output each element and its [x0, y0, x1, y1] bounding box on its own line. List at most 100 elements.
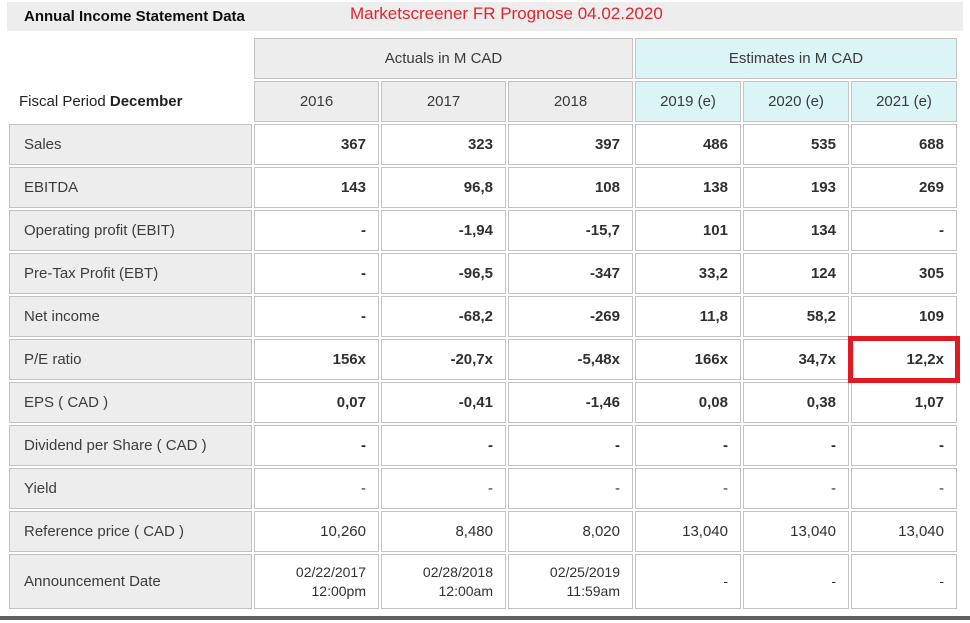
- value-cell: -15,7: [508, 210, 633, 251]
- col-head-2019e: 2019 (e): [635, 81, 741, 122]
- value-cell: 02/28/2018 12:00am: [381, 554, 506, 609]
- fiscal-period-label: Fiscal Period December: [9, 81, 252, 122]
- value-cell: 13,040: [851, 511, 957, 552]
- value-cell: 305: [851, 253, 957, 294]
- value-cell: 124: [743, 253, 849, 294]
- bottom-divider-bar: [0, 616, 970, 620]
- value-cell: -96,5: [381, 253, 506, 294]
- value-cell: -0,41: [381, 382, 506, 423]
- table-row: Yield - - - - - -: [9, 468, 957, 509]
- col-head-2021e: 2021 (e): [851, 81, 957, 122]
- table-row: Announcement Date 02/22/2017 12:00pm 02/28…: [9, 554, 957, 609]
- value-cell: -: [851, 425, 957, 466]
- value-cell: -269: [508, 296, 633, 337]
- value-cell: -: [508, 468, 633, 509]
- value-cell: -: [381, 425, 506, 466]
- value-cell: 143: [254, 167, 379, 208]
- value-cell: -: [635, 425, 741, 466]
- table-row: Net income - -68,2 -269 11,8 58,2 109: [9, 296, 957, 337]
- value-cell: 1,07: [851, 382, 957, 423]
- value-cell: 0,07: [254, 382, 379, 423]
- value-cell: -20,7x: [381, 339, 506, 380]
- corner-blank: [9, 38, 252, 79]
- value-cell: 96,8: [381, 167, 506, 208]
- table-row: EPS ( CAD ) 0,07 -0,41 -1,46 0,08 0,38 1,07: [9, 382, 957, 423]
- value-cell: 0,38: [743, 382, 849, 423]
- table-row: Reference price ( CAD ) 10,260 8,480 8,020 1…: [9, 511, 957, 552]
- value-cell: -: [635, 468, 741, 509]
- value-cell: 269: [851, 167, 957, 208]
- row-label: Announcement Date: [9, 554, 252, 609]
- highlighted-value-cell: 12,2x: [848, 336, 960, 383]
- table-body: Sales 367 323 397 486 535 688 EBITDA 143 96,8 108 1…: [9, 124, 960, 609]
- value-cell: 166x: [635, 339, 741, 380]
- group-header-row: Actuals in M CAD Estimates in M CAD: [9, 38, 957, 79]
- value-cell: -: [508, 425, 633, 466]
- title-bar: Annual Income Statement Data: [7, 2, 963, 31]
- value-cell: -1,94: [381, 210, 506, 251]
- prognose-annotation: Marketscreener FR Prognose 04.02.2020: [350, 4, 663, 23]
- col-head-2016: 2016: [254, 81, 379, 122]
- value-cell: 535: [743, 124, 849, 165]
- row-label: Yield: [9, 468, 252, 509]
- table-row: Operating profit (EBIT) - -1,94 -15,7 101 134…: [9, 210, 957, 251]
- fiscal-period-month: December: [109, 93, 183, 110]
- row-label: Pre-Tax Profit (EBT): [9, 253, 252, 294]
- value-cell: -: [851, 468, 957, 509]
- table-row: Sales 367 323 397 486 535 688: [9, 124, 957, 165]
- table-row: Dividend per Share ( CAD ) - - - - - -: [9, 425, 957, 466]
- fiscal-period-prefix: Fiscal Period: [19, 93, 110, 110]
- value-cell: 367: [254, 124, 379, 165]
- group-actuals: Actuals in M CAD: [254, 38, 633, 79]
- value-cell: 193: [743, 167, 849, 208]
- value-cell: 13,040: [743, 511, 849, 552]
- row-label: EPS ( CAD ): [9, 382, 252, 423]
- value-cell: 323: [381, 124, 506, 165]
- value-cell: 11,8: [635, 296, 741, 337]
- value-cell: 0,08: [635, 382, 741, 423]
- row-label: Dividend per Share ( CAD ): [9, 425, 252, 466]
- value-cell: 156x: [254, 339, 379, 380]
- value-cell: -: [743, 468, 849, 509]
- value-cell: -: [254, 210, 379, 251]
- group-estimates: Estimates in M CAD: [635, 38, 957, 79]
- value-cell: -: [743, 425, 849, 466]
- col-head-2017: 2017: [381, 81, 506, 122]
- col-head-2020e: 2020 (e): [743, 81, 849, 122]
- value-cell: -: [254, 425, 379, 466]
- value-cell: 101: [635, 210, 741, 251]
- value-cell: 138: [635, 167, 741, 208]
- value-cell: -: [254, 296, 379, 337]
- row-label: Reference price ( CAD ): [9, 511, 252, 552]
- value-cell: 8,480: [381, 511, 506, 552]
- value-cell: -347: [508, 253, 633, 294]
- value-cell: 02/25/2019 11:59am: [508, 554, 633, 609]
- row-label: Operating profit (EBIT): [9, 210, 252, 251]
- table-row: Pre-Tax Profit (EBT) - -96,5 -347 33,2 124 305: [9, 253, 957, 294]
- value-cell: 13,040: [635, 511, 741, 552]
- value-cell: 108: [508, 167, 633, 208]
- value-cell: -: [635, 554, 741, 609]
- value-cell: 10,260: [254, 511, 379, 552]
- value-cell: 02/22/2017 12:00pm: [254, 554, 379, 609]
- value-cell: 34,7x: [743, 339, 849, 380]
- value-cell: -: [254, 253, 379, 294]
- income-statement-table: Actuals in M CAD Estimates in M CAD Fisc…: [7, 36, 960, 611]
- value-cell: 486: [635, 124, 741, 165]
- column-header-row: Fiscal Period December 2016 2017 2018 20…: [9, 81, 957, 122]
- value-cell: -: [381, 468, 506, 509]
- table-row: P/E ratio 156x -20,7x -5,48x 166x 34,7x 12,2x: [9, 336, 960, 383]
- row-label: P/E ratio: [9, 339, 252, 380]
- value-cell: 688: [851, 124, 957, 165]
- value-cell: -5,48x: [508, 339, 633, 380]
- value-cell: -: [254, 468, 379, 509]
- value-cell: 33,2: [635, 253, 741, 294]
- value-cell: -: [851, 210, 957, 251]
- value-cell: -: [743, 554, 849, 609]
- value-cell: 58,2: [743, 296, 849, 337]
- value-cell: -: [851, 554, 957, 609]
- value-cell: 8,020: [508, 511, 633, 552]
- row-label: Net income: [9, 296, 252, 337]
- page-title: Annual Income Statement Data: [24, 8, 245, 25]
